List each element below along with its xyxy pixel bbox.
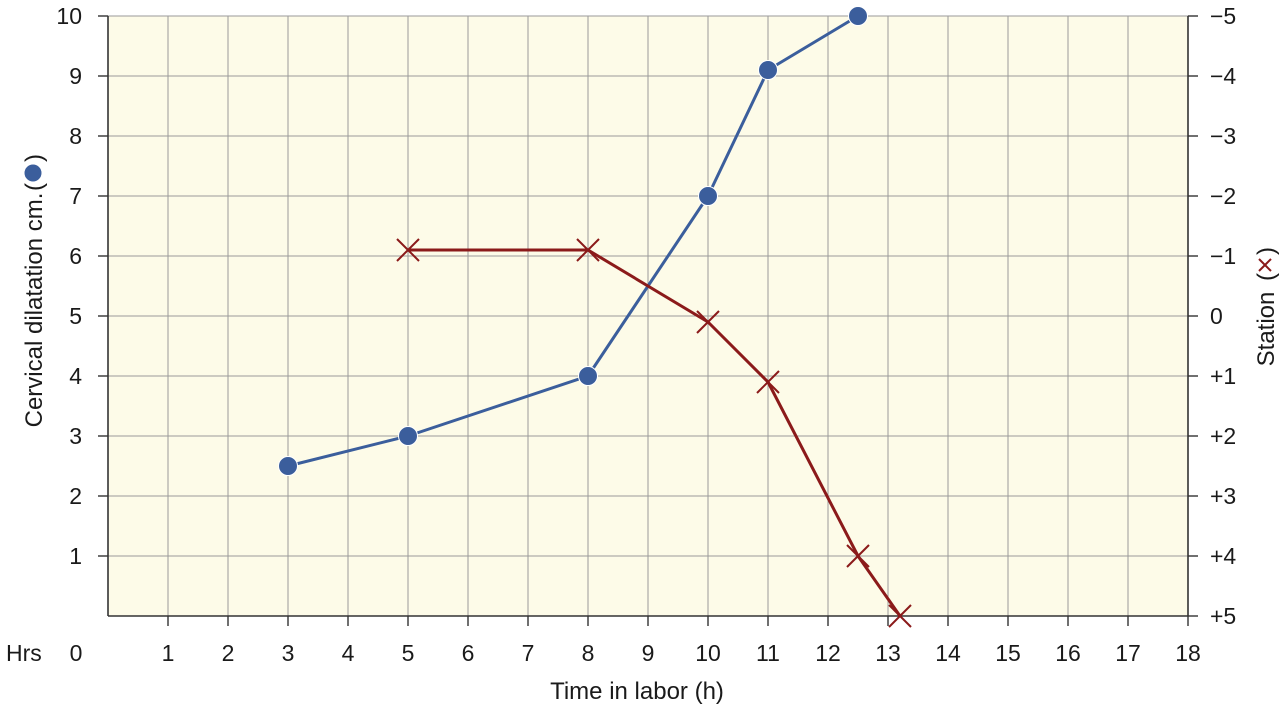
right-tick-label: −1 <box>1210 243 1236 269</box>
x-tick-label: 0 <box>70 640 83 666</box>
x-tick-label: 17 <box>1115 640 1141 666</box>
right-tick-label: +4 <box>1210 543 1236 569</box>
y-right-axis-title: Station <box>1253 292 1280 367</box>
right-axis-ticks: +5 +4 +3 +2 +1 0 −1 −2 −3 −4 −5 <box>1188 3 1236 629</box>
x-tick-label: 12 <box>815 640 841 666</box>
x-tick-label: 14 <box>935 640 961 666</box>
left-tick-label: 7 <box>69 183 82 209</box>
left-tick-label: 6 <box>69 243 82 269</box>
dilatation-point <box>848 6 868 26</box>
left-tick-label: 1 <box>69 543 82 569</box>
y-right-axis-title-group: Station ( ) <box>1253 247 1280 366</box>
dilatation-legend-marker <box>23 163 43 183</box>
station-point <box>576 238 600 262</box>
x-tick-label: 2 <box>222 640 235 666</box>
dilatation-point <box>578 366 598 386</box>
station-point <box>396 238 420 262</box>
legend-paren-close-right: ) <box>1253 247 1280 255</box>
x-tick-label: 15 <box>995 640 1021 666</box>
left-tick-label: 5 <box>69 303 82 329</box>
x-tick-label: 9 <box>642 640 655 666</box>
x-prefix-label: Hrs <box>6 640 42 666</box>
x-tick-label: 13 <box>875 640 901 666</box>
series-layer <box>278 6 912 628</box>
legend-paren-close-left: ) <box>21 154 48 162</box>
x-tick-label: 4 <box>342 640 355 666</box>
x-tick-label: 7 <box>522 640 535 666</box>
left-tick-label: 9 <box>69 63 82 89</box>
x-tick-label: 1 <box>162 640 175 666</box>
left-tick-label: 2 <box>69 483 82 509</box>
left-tick-label: 3 <box>69 423 82 449</box>
right-tick-label: +5 <box>1210 603 1236 629</box>
x-tick-label: 10 <box>695 640 721 666</box>
left-tick-label: 8 <box>69 123 82 149</box>
x-axis-title: Time in labor (h) <box>550 678 724 705</box>
station-series-line <box>408 248 902 617</box>
station-point <box>846 544 870 568</box>
right-tick-label: −4 <box>1210 63 1236 89</box>
right-tick-label: +1 <box>1210 363 1236 389</box>
x-tick-label: 16 <box>1055 640 1081 666</box>
right-tick-label: +3 <box>1210 483 1236 509</box>
dilatation-point <box>278 456 298 476</box>
station-point <box>888 604 912 628</box>
legend-paren-open-left: ( <box>21 183 48 191</box>
station-point <box>756 370 780 394</box>
left-tick-label: 4 <box>69 363 82 389</box>
y-left-axis-title: Cervical dilatation cm. <box>21 193 48 428</box>
y-left-axis-title-group: Cervical dilatation cm. ( ) <box>21 154 48 427</box>
left-tick-label: 10 <box>56 3 82 29</box>
x-tick-label: 6 <box>462 640 475 666</box>
right-tick-label: 0 <box>1210 303 1223 329</box>
x-tick-label: 11 <box>756 640 780 666</box>
dilatation-point <box>698 186 718 206</box>
right-tick-label: −2 <box>1210 183 1236 209</box>
legend-paren-open-right: ( <box>1253 273 1280 281</box>
x-tick-label: 5 <box>402 640 415 666</box>
dilatation-point <box>398 426 418 446</box>
station-point <box>696 310 720 334</box>
right-tick-label: +2 <box>1210 423 1236 449</box>
right-tick-label: −3 <box>1210 123 1236 149</box>
x-tick-label: 8 <box>582 640 595 666</box>
x-tick-label: 3 <box>282 640 295 666</box>
left-axis-ticks: 1 2 3 4 5 6 7 8 9 10 <box>56 3 108 569</box>
dilatation-point <box>758 60 778 80</box>
x-axis-ticks: 0 1 2 3 4 5 6 7 8 9 10 11 12 13 14 15 16 17 18 <box>70 616 1201 666</box>
station-legend-marker <box>1258 258 1272 272</box>
right-tick-label: −5 <box>1210 3 1236 29</box>
x-tick-label: 18 <box>1175 640 1201 666</box>
